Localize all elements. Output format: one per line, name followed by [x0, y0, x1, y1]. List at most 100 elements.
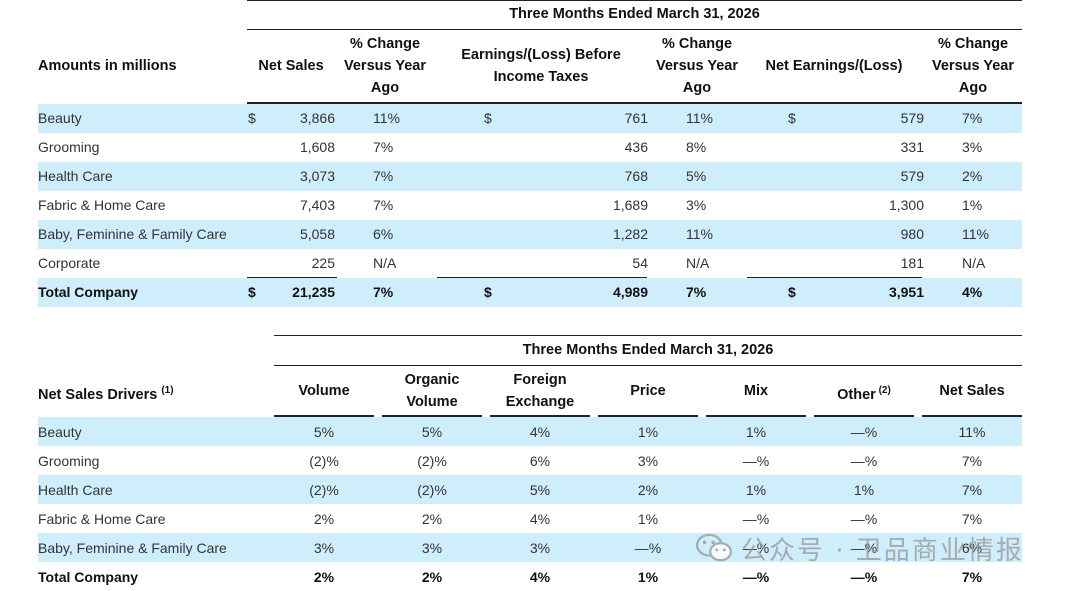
net-sales-value: 5,058	[299, 226, 335, 242]
earnings-before-tax-value: 1,282	[612, 226, 648, 242]
currency-symbol: $	[788, 284, 796, 300]
earnings-before-tax-value: 1,689	[612, 197, 648, 213]
col-price: Price	[598, 380, 698, 402]
net-sales-value: 7%	[961, 482, 983, 498]
divider	[382, 415, 482, 417]
net-sales-value: 3,073	[299, 168, 335, 184]
col-net-sales: Net Sales	[922, 380, 1022, 402]
row-band	[38, 278, 1022, 307]
mix-value: —%	[742, 540, 770, 556]
price-value: 1%	[637, 511, 659, 527]
currency-symbol: $	[248, 284, 256, 300]
divider	[274, 365, 1022, 366]
net-earnings-change: 1%	[962, 197, 983, 213]
total-net-sales: 7%	[961, 569, 983, 585]
total-foreign-exchange: 4%	[529, 569, 551, 585]
earnings-change: N/A	[686, 255, 710, 271]
watermark-text: 公众号 · 卫品商业情报	[741, 535, 1024, 566]
col-foreign-exchange: Foreign Exchange	[490, 369, 590, 413]
earnings-before-tax-value: 436	[624, 139, 648, 155]
mix-value: —%	[742, 511, 770, 527]
total-label: Total Company	[38, 284, 139, 300]
net-sales-change: 7%	[373, 197, 394, 213]
divider	[747, 102, 922, 104]
net-sales-value: 225	[311, 255, 335, 271]
divider	[274, 335, 1022, 336]
net-earnings-change: 11%	[962, 226, 989, 242]
divider	[922, 415, 1022, 417]
earnings-change: 5%	[686, 168, 707, 184]
price-value: 1%	[637, 424, 659, 440]
organic-volume-value: 3%	[421, 540, 443, 556]
total-organic-volume: 2%	[421, 569, 443, 585]
col-price-line: Price	[630, 383, 666, 399]
divider	[747, 277, 922, 278]
col-volume: Volume	[274, 380, 374, 402]
earnings-change: 11%	[686, 110, 713, 126]
row-label: Grooming	[38, 139, 100, 155]
divider	[247, 277, 337, 278]
col-mix-line: Mix	[743, 383, 769, 399]
total-other: —%	[850, 569, 878, 585]
price-value: 3%	[637, 453, 659, 469]
net-sales-value: 7%	[961, 453, 983, 469]
footnote-2: (2)	[875, 385, 891, 396]
earnings-change: 3%	[686, 197, 707, 213]
watermark: 公众号 · 卫品商业情报	[695, 528, 1055, 568]
organic-volume-value: 5%	[421, 424, 443, 440]
col-net-sales-line: Net Sales	[939, 383, 1005, 399]
divider	[337, 102, 437, 104]
currency-symbol: $	[248, 110, 256, 126]
foreign-exchange-value: 4%	[529, 511, 551, 527]
divider	[247, 29, 1022, 30]
col-volume-line: Volume	[298, 383, 350, 399]
net-sales-change: 6%	[373, 226, 394, 242]
row-band	[38, 417, 1022, 446]
row-band	[38, 220, 1022, 249]
divider	[490, 415, 590, 417]
col-net-sales: Net Sales	[258, 58, 324, 74]
divider	[247, 102, 337, 104]
net-sales-value: 7,403	[299, 197, 335, 213]
col-earnings-before-tax: Earnings/(Loss) Before Income Taxes	[461, 47, 621, 85]
other-value: —%	[850, 540, 878, 556]
total-price: 1%	[637, 569, 659, 585]
mix-value: 1%	[745, 482, 767, 498]
row-band	[38, 162, 1022, 191]
col-other: Other (2)	[814, 380, 914, 406]
total-net-sales: 21,235	[292, 284, 335, 300]
earnings-change: 11%	[686, 226, 713, 242]
earnings-change: 8%	[686, 139, 707, 155]
net-earnings-change: 3%	[962, 139, 983, 155]
divider	[814, 415, 914, 417]
total-net-sales-change: 7%	[373, 284, 394, 300]
divider	[598, 415, 698, 417]
divider	[437, 102, 647, 104]
net-earnings-change: N/A	[962, 255, 986, 271]
col-pct-change-1: % Change Versus Year Ago	[344, 36, 426, 96]
net-earnings-value: 579	[900, 168, 924, 184]
drivers-header-label: Net Sales Drivers	[38, 386, 158, 403]
earnings-before-tax-value: 768	[624, 168, 648, 184]
row-label: Fabric & Home Care	[38, 197, 166, 213]
net-sales-change: 11%	[373, 110, 400, 126]
divider	[647, 102, 747, 104]
col-pct-change-2: % Change Versus Year Ago	[656, 36, 738, 96]
col-net-earnings: Net Earnings/(Loss)	[765, 58, 903, 74]
wechat-icon	[695, 533, 733, 562]
net-earnings-change: 7%	[962, 110, 983, 126]
net-sales-value: 1,608	[299, 139, 335, 155]
net-sales-change: 7%	[373, 168, 394, 184]
volume-value: 5%	[313, 424, 335, 440]
row-label: Baby, Feminine & Family Care	[38, 226, 227, 242]
col-organic-volume-line: Volume	[406, 394, 458, 410]
earnings-before-tax-value: 54	[632, 255, 648, 271]
row-label: Beauty	[38, 424, 82, 440]
total-earnings-change: 7%	[686, 284, 707, 300]
net-sales-value: 11%	[958, 424, 986, 440]
currency-symbol: $	[484, 284, 492, 300]
volume-value: (2)%	[309, 453, 339, 469]
row-band	[38, 104, 1022, 133]
divider	[706, 415, 806, 417]
col-foreign-exchange-line: Foreign	[513, 372, 567, 388]
